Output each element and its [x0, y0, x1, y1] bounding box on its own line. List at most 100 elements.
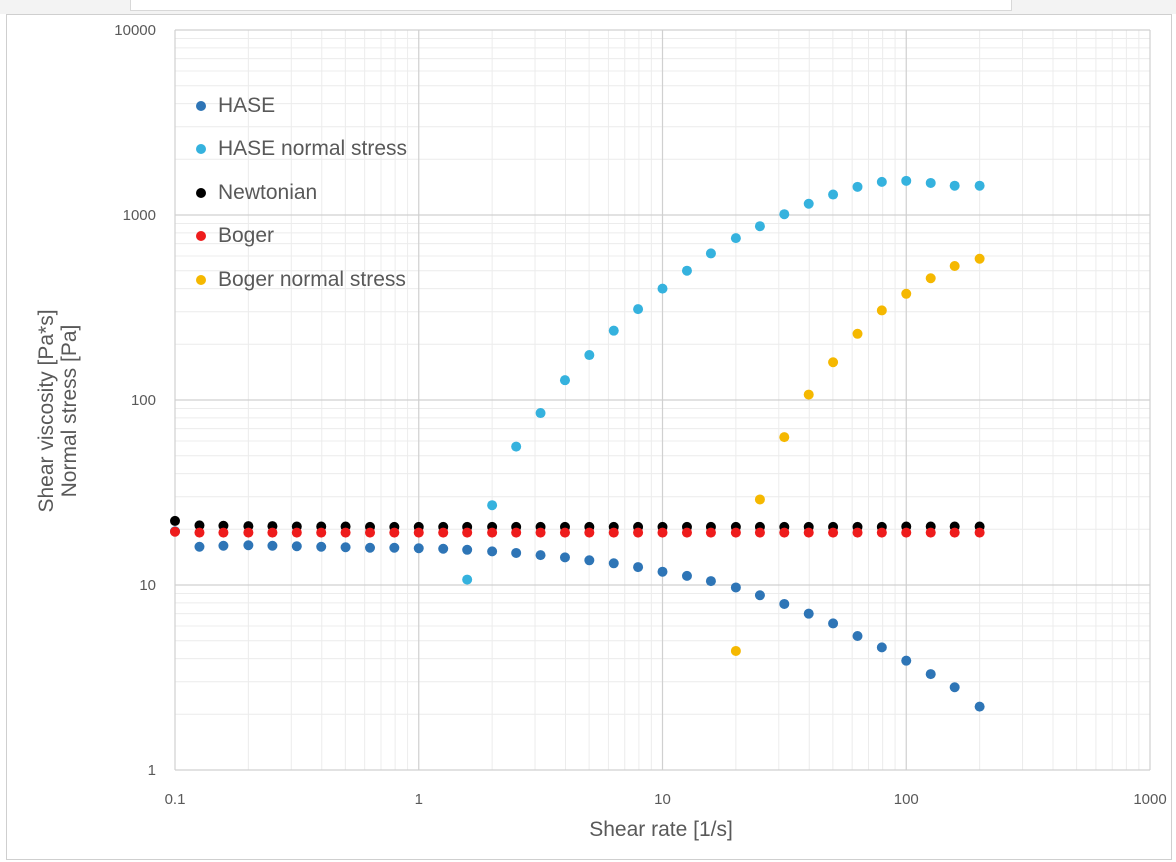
- data-point-boger: [803, 527, 814, 538]
- data-point-boger: [340, 527, 351, 538]
- data-point-hase-normal-stress: [511, 441, 522, 452]
- data-point-hase: [681, 570, 692, 581]
- data-point-hase: [657, 566, 668, 577]
- data-point-boger: [681, 527, 692, 538]
- data-point-boger: [365, 527, 376, 538]
- data-point-boger: [170, 526, 180, 537]
- data-point-hase-normal-stress: [535, 408, 546, 419]
- legend: HASE HASE normal stress Newtonian Boger …: [196, 84, 407, 302]
- data-point-hase: [925, 669, 936, 680]
- data-point-boger-normal-stress: [779, 432, 790, 443]
- data-point-hase-normal-stress: [925, 177, 936, 188]
- x-tick-label: 10: [654, 791, 671, 808]
- x-axis-label: Shear rate [1/s]: [589, 818, 733, 841]
- data-point-boger: [901, 527, 912, 538]
- data-point-boger: [389, 527, 400, 538]
- x-tick-label: 1000: [1133, 791, 1166, 808]
- data-point-boger-normal-stress: [754, 494, 765, 505]
- data-point-hase-normal-stress: [462, 574, 473, 585]
- data-point-boger: [657, 527, 668, 538]
- data-point-boger-normal-stress: [730, 645, 741, 656]
- data-point-hase: [365, 542, 376, 553]
- y-tick-label: 1000: [123, 207, 156, 224]
- data-point-boger-normal-stress: [803, 389, 814, 400]
- data-point-boger: [487, 527, 498, 538]
- data-point-hase: [803, 608, 814, 619]
- data-point-boger: [243, 527, 254, 538]
- data-point-hase: [852, 631, 863, 642]
- data-point-boger-normal-stress: [974, 253, 985, 264]
- legend-marker-newtonian: [196, 187, 206, 198]
- data-point-hase-normal-stress: [779, 209, 790, 220]
- data-point-boger: [779, 527, 790, 538]
- y-tick-label: 10000: [114, 22, 156, 39]
- data-point-boger: [705, 527, 716, 538]
- data-point-boger: [949, 527, 960, 538]
- x-tick-label: 0.1: [165, 791, 186, 808]
- data-point-hase-normal-stress: [559, 375, 570, 386]
- y-tick-label: 100: [131, 392, 156, 409]
- window-top-strip: [0, 0, 1176, 14]
- data-point-hase-normal-stress: [584, 350, 595, 361]
- data-point-hase: [316, 541, 327, 552]
- data-point-boger: [608, 527, 619, 538]
- legend-label-hase-normal-stress: HASE normal stress: [218, 137, 408, 161]
- data-point-boger: [730, 527, 741, 538]
- data-point-hase: [535, 550, 546, 561]
- data-point-boger-normal-stress: [852, 328, 863, 339]
- data-point-hase: [340, 542, 351, 553]
- data-point-boger-normal-stress: [901, 288, 912, 299]
- data-point-hase-normal-stress: [949, 180, 960, 191]
- data-point-hase: [438, 543, 449, 554]
- data-point-boger-normal-stress: [876, 305, 887, 316]
- data-point-hase: [218, 540, 229, 551]
- data-point-hase: [901, 655, 912, 666]
- data-point-hase-normal-stress: [681, 265, 692, 276]
- data-point-hase: [974, 701, 985, 712]
- data-point-hase: [779, 598, 790, 609]
- legend-label-boger: Boger: [218, 224, 275, 248]
- data-point-boger: [218, 527, 229, 538]
- legend-marker-hase-normal-stress: [196, 144, 206, 155]
- data-point-hase-normal-stress: [657, 283, 668, 294]
- legend-label-hase: HASE: [218, 93, 276, 117]
- legend-item-boger-normal-stress: Boger normal stress: [196, 258, 407, 302]
- data-point-boger: [974, 527, 985, 538]
- data-point-hase: [487, 546, 498, 557]
- y-axis-label: Shear viscosity [Pa*s] Normal stress [Pa…: [35, 309, 81, 512]
- legend-item-hase-normal-stress: HASE normal stress: [196, 128, 407, 172]
- data-point-boger: [535, 527, 546, 538]
- data-point-hase: [828, 618, 839, 629]
- data-point-hase: [511, 547, 522, 558]
- data-point-hase-normal-stress: [901, 175, 912, 186]
- data-point-hase: [754, 590, 765, 601]
- data-point-hase-normal-stress: [852, 181, 863, 192]
- x-tick-label: 1: [415, 791, 423, 808]
- data-point-hase: [243, 540, 254, 551]
- data-point-hase-normal-stress: [608, 325, 619, 336]
- data-point-hase-normal-stress: [730, 233, 741, 244]
- x-tick-label: 100: [894, 791, 919, 808]
- window-top-bar: [130, 0, 1012, 11]
- y-axis-label-line-1: Shear viscosity [Pa*s]: [35, 309, 58, 513]
- data-points: [170, 175, 985, 712]
- data-point-hase: [389, 542, 400, 553]
- data-point-boger: [267, 527, 278, 538]
- data-point-boger: [925, 527, 936, 538]
- data-point-hase: [876, 642, 887, 653]
- data-point-hase: [608, 558, 619, 569]
- data-point-hase: [730, 582, 741, 593]
- legend-marker-hase: [196, 100, 206, 111]
- data-point-hase: [633, 562, 644, 573]
- data-point-hase-normal-stress: [876, 176, 887, 187]
- y-tick-label: 10: [139, 577, 156, 594]
- data-point-hase: [462, 544, 473, 555]
- y-tick-label: 1: [148, 762, 156, 779]
- data-point-hase-normal-stress: [633, 304, 644, 315]
- data-point-hase-normal-stress: [803, 198, 814, 209]
- data-point-boger: [633, 527, 644, 538]
- data-point-hase: [291, 541, 302, 552]
- data-point-boger: [559, 527, 570, 538]
- data-point-hase-normal-stress: [705, 248, 716, 259]
